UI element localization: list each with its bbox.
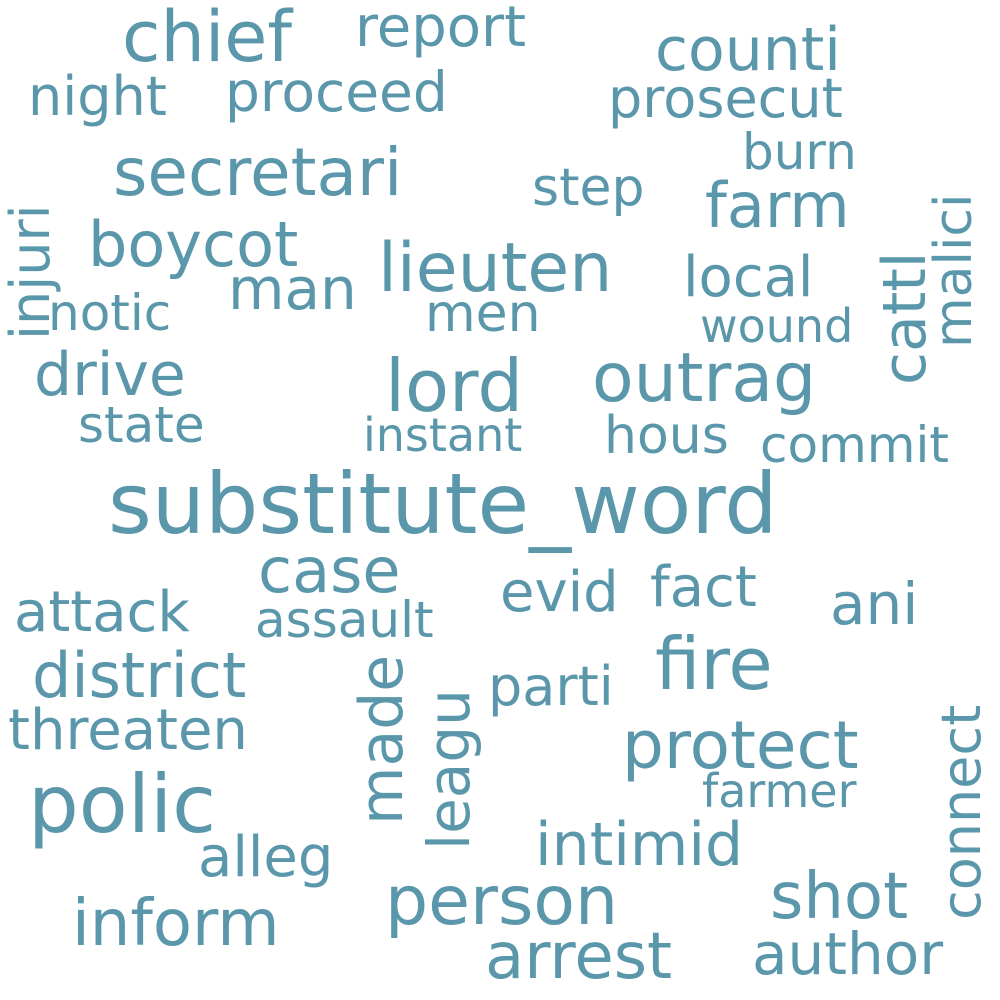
word-men: men [425, 284, 541, 344]
word-substitute-word: substitute_word [108, 455, 778, 553]
word-outrag: outrag [592, 339, 817, 418]
word-shot: shot [770, 860, 909, 934]
word-commit: commit [760, 416, 949, 474]
word-wound: wound [700, 299, 854, 353]
word-fire: fire [655, 622, 773, 706]
word-counti: counti [655, 15, 841, 85]
word-secretari: secretari [113, 134, 403, 211]
word-state: state [78, 396, 205, 454]
word-parti: parti [488, 655, 614, 718]
word-threaten: threaten [8, 698, 248, 763]
word-proceed: proceed [225, 60, 448, 124]
word-fact: fact [650, 555, 757, 620]
word-evid: evid [500, 560, 619, 625]
word-hous: hous [604, 406, 729, 466]
word-instant: instant [363, 408, 523, 462]
word-farmer: farmer [702, 764, 857, 818]
word-farm: farm [705, 169, 850, 242]
word-alleg: alleg [198, 825, 334, 890]
word-night: night [28, 65, 167, 128]
word-lieuten: lieuten [378, 229, 613, 308]
word-author: author [752, 920, 944, 988]
word-inform: inform [72, 887, 280, 961]
word-polic: polic [28, 758, 217, 851]
word-drive: drive [34, 340, 186, 410]
word-arrest: arrest [485, 920, 673, 994]
word-man: man [228, 255, 357, 323]
word-burn: burn [742, 123, 857, 181]
word-step: step [532, 158, 645, 218]
word-made: made [347, 654, 417, 825]
word-cattl: cattl [870, 251, 940, 385]
word-leagu: leagu [415, 689, 483, 850]
word-local: local [683, 245, 814, 310]
word-case: case [258, 534, 401, 607]
word-notic: notic [48, 284, 172, 342]
word-chief: chief [122, 0, 293, 78]
word-intimid: intimid [535, 810, 744, 880]
word-attack: attack [14, 580, 190, 645]
word-connect: connect [930, 704, 993, 920]
word-protect: protect [622, 707, 859, 784]
word-district: district [32, 639, 247, 712]
word-lord: lord [385, 344, 524, 428]
word-report: report [355, 0, 527, 60]
word-boycot: boycot [88, 208, 299, 281]
word-prosecut: prosecut [608, 67, 843, 130]
word-ani: ani [830, 570, 919, 638]
word-person: person [385, 862, 619, 941]
word-assault: assault [255, 591, 434, 649]
